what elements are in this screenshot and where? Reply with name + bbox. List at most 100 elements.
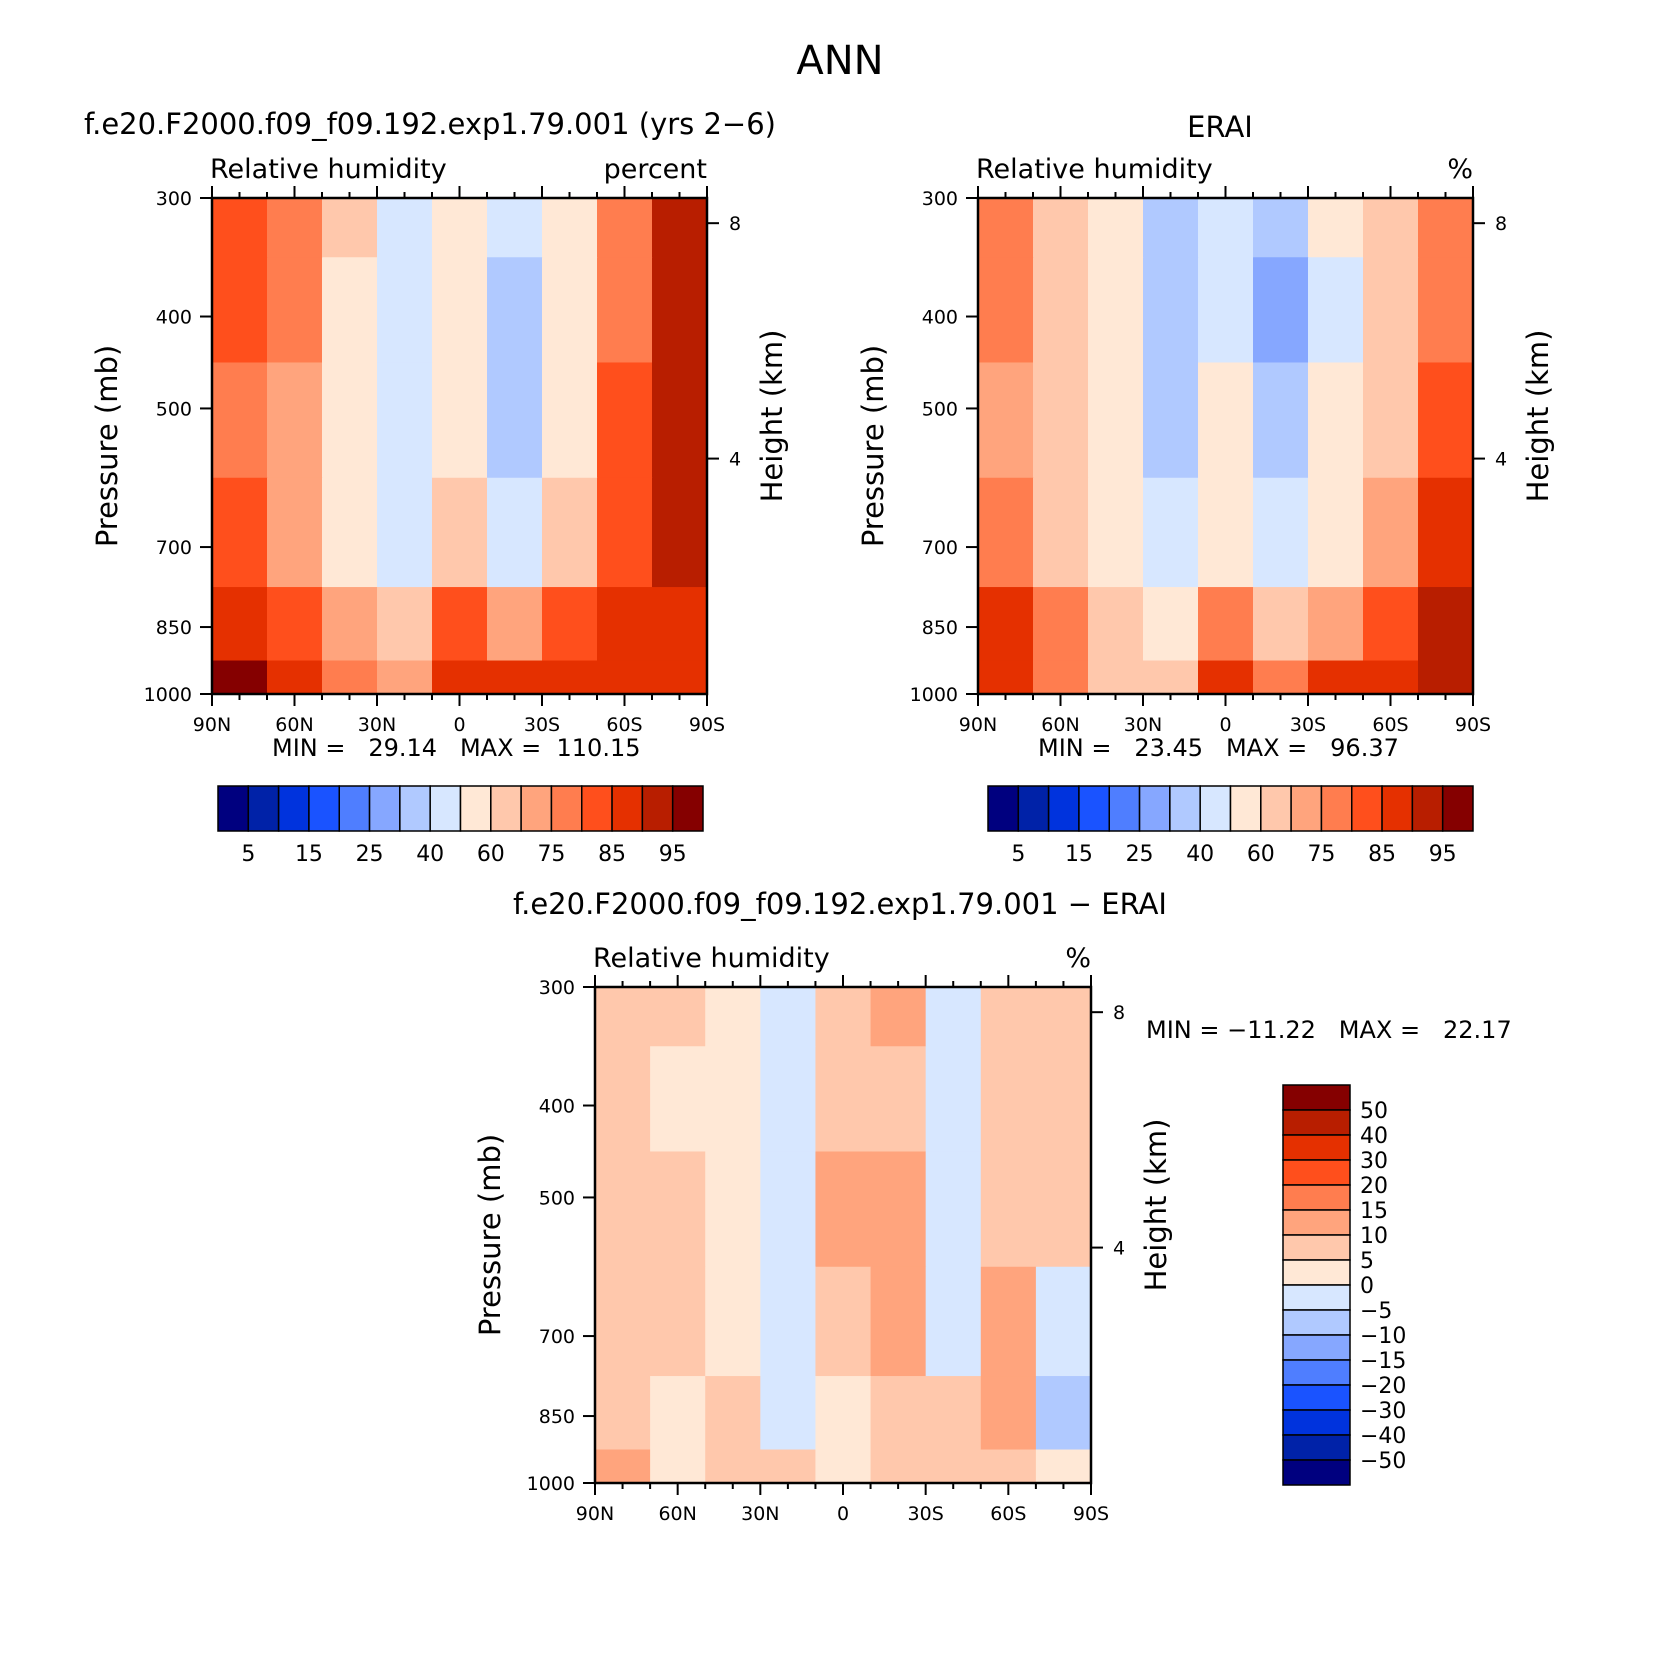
heatmap-cell bbox=[1088, 660, 1144, 695]
height-tick-label: 4 bbox=[1113, 1238, 1125, 1260]
heatmap-cell bbox=[487, 257, 543, 364]
heatmap-cell bbox=[980, 1449, 1037, 1484]
colorbar-label: 5 bbox=[241, 842, 255, 867]
heatmap-cell bbox=[1143, 257, 1199, 364]
heatmap-cell bbox=[870, 1449, 927, 1484]
colorbar-box bbox=[1169, 785, 1201, 832]
panel-2-title: ERAI bbox=[1187, 110, 1253, 144]
heatmap-cell bbox=[1308, 477, 1364, 588]
heatmap-cell bbox=[1143, 587, 1199, 662]
heatmap-cell bbox=[212, 362, 268, 479]
colorbar-box bbox=[1282, 1459, 1351, 1486]
heatmap-cell bbox=[978, 198, 1034, 258]
colorbar-label: 60 bbox=[477, 842, 505, 867]
y-tick-label: 1000 bbox=[144, 684, 192, 706]
heatmap-cell bbox=[597, 362, 653, 479]
colorbar-label: 20 bbox=[1360, 1174, 1388, 1199]
colorbar-label: 85 bbox=[1368, 842, 1396, 867]
heatmap-cell bbox=[595, 1449, 651, 1484]
y-tick-label: 700 bbox=[922, 537, 958, 559]
heatmap-cell bbox=[980, 1046, 1037, 1153]
heatmap-cell bbox=[760, 987, 817, 1047]
colorbar-box bbox=[1282, 1334, 1351, 1361]
heatmap-cell bbox=[597, 660, 653, 695]
colorbar-box bbox=[520, 785, 553, 832]
heatmap-cell bbox=[595, 1376, 651, 1451]
heatmap-cell bbox=[925, 1151, 982, 1268]
heatmap-cell bbox=[980, 1266, 1037, 1377]
colorbar-label: −30 bbox=[1360, 1399, 1406, 1424]
min-max-text: MIN = −11.22 MAX = 22.17 bbox=[1146, 1016, 1512, 1044]
heatmap-cell bbox=[1363, 587, 1419, 662]
heatmap-cell bbox=[1088, 198, 1144, 258]
heatmap-cell bbox=[760, 1376, 817, 1451]
units-label: % bbox=[1065, 943, 1091, 974]
colorbar-label: 75 bbox=[537, 842, 565, 867]
heatmap-cell bbox=[815, 1449, 872, 1484]
height-axis-label: Height (km) bbox=[1139, 1119, 1173, 1292]
variable-label: Relative humidity bbox=[593, 943, 830, 974]
heatmap-cell bbox=[1143, 477, 1199, 588]
variable-label: Relative humidity bbox=[976, 154, 1213, 185]
heatmap-cell bbox=[815, 1151, 872, 1268]
heatmap-cell bbox=[652, 362, 708, 479]
heatmap-cell bbox=[377, 587, 433, 662]
heatmap-cell bbox=[267, 198, 323, 258]
heatmap-cell bbox=[487, 198, 543, 258]
heatmap-cell bbox=[595, 1266, 651, 1377]
colorbar-box bbox=[1282, 1359, 1351, 1386]
y-tick-label: 1000 bbox=[527, 1473, 575, 1495]
heatmap-cell bbox=[978, 477, 1034, 588]
x-tick-label: 0 bbox=[837, 1503, 849, 1525]
colorbar-label: 75 bbox=[1307, 842, 1335, 867]
heatmap-cell bbox=[1418, 587, 1474, 662]
heatmap-cell bbox=[1035, 1449, 1092, 1484]
panel-model: 90N 60N 30N 0 30S 60S 90S 300 400 500 700 850 1000 8 4… bbox=[90, 154, 789, 762]
heatmap-cell bbox=[1363, 477, 1419, 588]
y-tick-label: 850 bbox=[539, 1406, 575, 1428]
heatmap-cell bbox=[870, 1376, 927, 1451]
heatmap-cell bbox=[1198, 477, 1254, 588]
colorbar-box bbox=[1441, 785, 1474, 832]
heatmap-cell bbox=[1253, 477, 1309, 588]
heatmap-cell bbox=[542, 477, 598, 588]
y-tick-label: 700 bbox=[539, 1326, 575, 1348]
y-tick-label: 850 bbox=[922, 617, 958, 639]
height-tick-label: 4 bbox=[729, 449, 741, 471]
heatmap-cell bbox=[652, 477, 708, 588]
y-tick-label: 1000 bbox=[910, 684, 958, 706]
y-tick-label: 400 bbox=[156, 307, 192, 329]
heatmap-cell bbox=[1363, 362, 1419, 479]
colorbar-label: 95 bbox=[659, 842, 687, 867]
heatmap-cell bbox=[542, 257, 598, 364]
heatmap-cell bbox=[1253, 362, 1309, 479]
colorbar-box bbox=[459, 785, 492, 832]
x-tick-label: 60S bbox=[606, 714, 642, 736]
colorbar-box bbox=[1282, 1284, 1351, 1311]
heatmap-cell bbox=[1198, 660, 1254, 695]
heatmap-cell bbox=[650, 1266, 706, 1377]
colorbar-box bbox=[429, 785, 462, 832]
heatmap-cell bbox=[1143, 362, 1199, 479]
heatmap-cell bbox=[1308, 198, 1364, 258]
units-label: percent bbox=[604, 154, 707, 185]
y-axis-label: Pressure (mb) bbox=[473, 1134, 507, 1336]
colorbar-model: 5 15 25 40 60 75 85 95 bbox=[217, 785, 704, 867]
colorbar-box bbox=[1199, 785, 1232, 832]
heatmap-cell bbox=[487, 660, 543, 695]
heatmap-cell bbox=[267, 660, 323, 695]
colorbar-box bbox=[1282, 1134, 1351, 1161]
heatmap-cell bbox=[1253, 660, 1309, 695]
heatmap-cell bbox=[1198, 587, 1254, 662]
colorbar-box bbox=[987, 785, 1020, 832]
heatmap-cell bbox=[487, 477, 543, 588]
x-tick-label: 90N bbox=[959, 714, 997, 736]
colorbar-box bbox=[1282, 1434, 1351, 1461]
heatmap-cell bbox=[1418, 198, 1474, 258]
heatmap-cell bbox=[1198, 198, 1254, 258]
heatmap-cell bbox=[815, 987, 872, 1047]
heatmap-cell bbox=[925, 987, 982, 1047]
colorbar-box bbox=[1282, 1309, 1351, 1336]
heatmap-cell bbox=[650, 1376, 706, 1451]
heatmap-cell bbox=[925, 1046, 982, 1153]
